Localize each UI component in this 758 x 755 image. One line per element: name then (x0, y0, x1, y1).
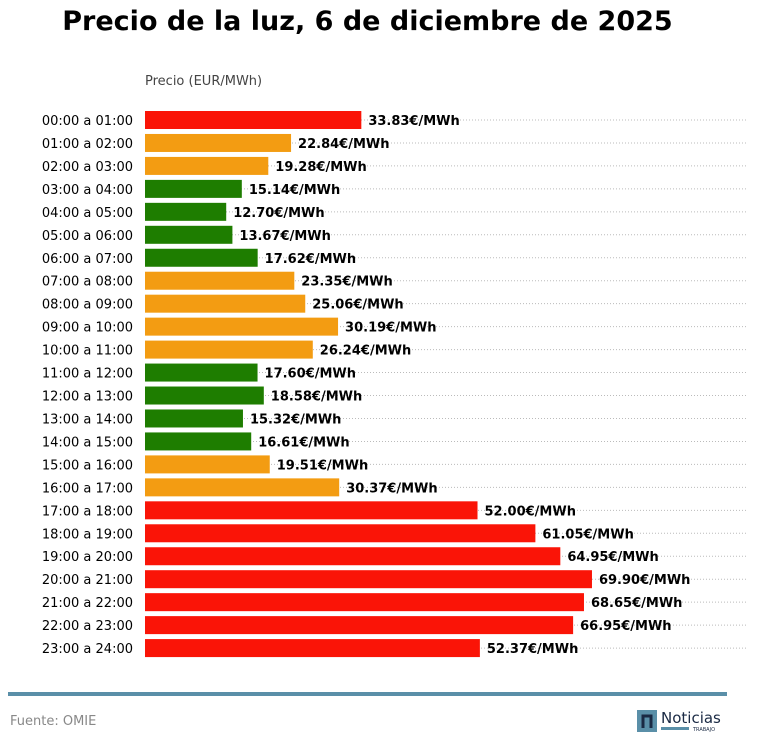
data-label: 33.83€/MWh (368, 114, 459, 129)
category-label: 21:00 a 22:00 (42, 596, 133, 611)
category-label: 10:00 a 11:00 (42, 344, 133, 359)
data-label: 30.19€/MWh (345, 321, 436, 336)
bar (145, 111, 362, 129)
bar (145, 639, 480, 658)
data-label: 19.28€/MWh (275, 160, 366, 175)
bar (145, 133, 292, 152)
category-label: 23:00 a 24:00 (42, 642, 133, 657)
data-label: 18.58€/MWh (271, 390, 362, 405)
data-label: 66.95€/MWh (580, 619, 671, 634)
data-label: 69.90€/MWh (599, 573, 690, 588)
data-label: 17.62€/MWh (265, 252, 356, 267)
bar (145, 271, 295, 290)
data-label: 15.32€/MWh (250, 412, 341, 427)
bar (145, 478, 340, 497)
category-label: 02:00 a 03:00 (42, 160, 133, 175)
category-label: 01:00 a 02:00 (42, 137, 133, 152)
category-label: 18:00 a 19:00 (42, 527, 133, 542)
bar-chart: 00:00 a 01:00 33.83€/MWh 01:00 a 02:00 22.8… (42, 111, 748, 658)
category-label: 03:00 a 04:00 (42, 183, 133, 198)
bar (145, 156, 269, 175)
data-label: 17.60€/MWh (265, 367, 356, 382)
bar (145, 455, 270, 474)
svg-text:Noticias: Noticias (661, 709, 721, 727)
category-label: 13:00 a 14:00 (42, 412, 133, 427)
axis-label: Precio (EUR/MWh) (145, 74, 263, 89)
category-label: 06:00 a 07:00 (42, 252, 133, 267)
category-label: 09:00 a 10:00 (42, 321, 133, 336)
data-label: 22.84€/MWh (298, 137, 389, 152)
source-text: Fuente: OMIE (10, 714, 97, 729)
bar (145, 524, 536, 543)
data-label: 52.37€/MWh (487, 642, 578, 657)
bar (145, 501, 478, 520)
bar (145, 202, 227, 221)
bar (145, 294, 306, 313)
data-label: 30.37€/MWh (346, 481, 437, 496)
bar (145, 386, 264, 405)
category-label: 15:00 a 16:00 (42, 458, 133, 473)
data-label: 23.35€/MWh (301, 275, 392, 290)
category-label: 00:00 a 01:00 (42, 114, 133, 129)
category-label: 08:00 a 09:00 (42, 298, 133, 313)
data-label: 12.70€/MWh (233, 206, 324, 221)
data-label: 64.95€/MWh (567, 550, 658, 565)
bar (145, 363, 258, 382)
bar (145, 225, 233, 244)
data-label: 68.65€/MWh (591, 596, 682, 611)
bar (145, 616, 574, 635)
data-label: 19.51€/MWh (277, 458, 368, 473)
category-label: 11:00 a 12:00 (42, 367, 133, 382)
category-label: 05:00 a 06:00 (42, 229, 133, 244)
bar (145, 593, 584, 612)
data-label: 25.06€/MWh (312, 298, 403, 313)
chart-title: Precio de la luz, 6 de diciembre de 2025 (62, 6, 673, 37)
svg-text:TRABAJO: TRABAJO (692, 727, 715, 733)
category-label: 14:00 a 15:00 (42, 435, 133, 450)
bar (145, 409, 243, 428)
data-label: 15.14€/MWh (249, 183, 340, 198)
category-label: 12:00 a 13:00 (42, 390, 133, 405)
category-label: 22:00 a 23:00 (42, 619, 133, 634)
bar (145, 179, 242, 198)
category-label: 07:00 a 08:00 (42, 275, 133, 290)
category-label: 16:00 a 17:00 (42, 481, 133, 496)
data-label: 16.61€/MWh (258, 435, 349, 450)
footer-divider (8, 692, 727, 696)
bar (145, 248, 258, 267)
data-label: 61.05€/MWh (542, 527, 633, 542)
category-label: 20:00 a 21:00 (42, 573, 133, 588)
category-label: 04:00 a 05:00 (42, 206, 133, 221)
data-label: 26.24€/MWh (320, 344, 411, 359)
bar (145, 547, 561, 566)
data-label: 13.67€/MWh (239, 229, 330, 244)
category-label: 19:00 a 20:00 (42, 550, 133, 565)
bar (145, 570, 592, 589)
category-label: 17:00 a 18:00 (42, 504, 133, 519)
bar (145, 432, 252, 451)
data-label: 52.00€/MWh (485, 504, 576, 519)
noticias-trabajo-logo: Noticias TRABAJO (637, 709, 721, 733)
bar (145, 340, 313, 359)
bar (145, 317, 339, 336)
